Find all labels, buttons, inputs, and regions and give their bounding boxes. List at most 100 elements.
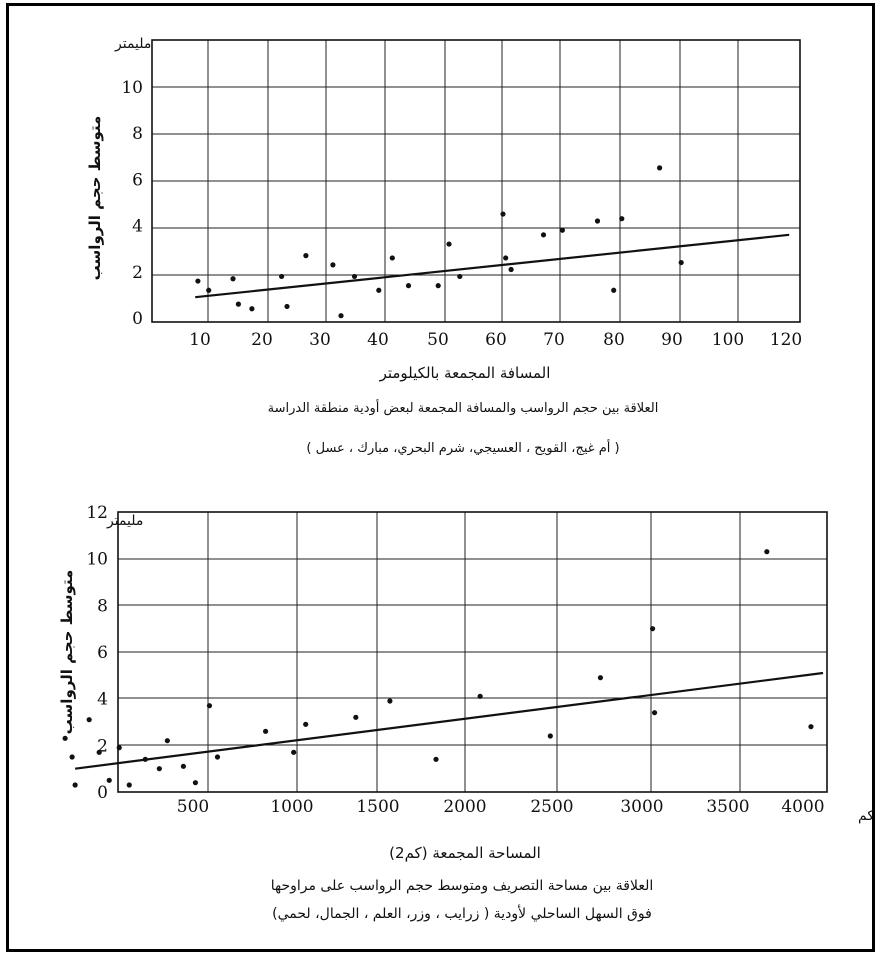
chart1-data-point	[559, 227, 566, 233]
chart2-data-point	[547, 733, 553, 739]
chart2-data-point	[764, 549, 770, 555]
chart2-data-point	[206, 703, 213, 709]
chart2-x-tick-label: 3000	[620, 797, 663, 817]
chart2-x-unit-label: كم	[858, 808, 874, 824]
chart1-data-point	[500, 211, 506, 217]
chart1-data-point	[508, 266, 514, 273]
chart1-data-point	[376, 287, 382, 293]
chart2-data-point	[433, 756, 439, 762]
chart1-y-tick-label: 0	[132, 309, 143, 329]
chart2-data-point	[86, 717, 92, 723]
chart1-data-point	[249, 306, 255, 312]
chart1-y-tick-label: 4	[132, 217, 143, 237]
chart2-data-point	[142, 756, 148, 762]
chart1-plot: 0 2 4 6 8 10 10 20 30 40 50 60 70 80 90 100 120	[121, 39, 802, 350]
chart2-data-point	[649, 626, 656, 632]
chart1-data-point	[619, 216, 625, 222]
chart1-data-point	[195, 278, 201, 284]
chart1-data-point	[657, 165, 663, 171]
chart2-plot-frame	[117, 511, 828, 793]
chart1-caption-line1: العلاقة بين حجم الرواسب والمسافة المجمعة…	[268, 399, 659, 416]
chart1-y-tick-label: 2	[132, 263, 143, 283]
chart2-data-point	[192, 780, 199, 786]
chart2-data-point	[116, 745, 122, 751]
chart1-x-tick-label: 40	[367, 330, 389, 350]
chart2-y-tick-label: 12	[86, 503, 108, 523]
chart1-y-tick-label: 8	[132, 124, 143, 144]
chart2: مليمتر متوسط حجم الرواسب كم المساحة المج…	[58, 513, 874, 922]
chart2-unit-label: مليمتر	[106, 513, 143, 529]
chart2-y-tick-label: 8	[97, 596, 108, 616]
chart1-data-point	[540, 232, 547, 238]
chart1-data-point	[279, 273, 285, 280]
chart1: مليمتر متوسط حجم الرواسب المسافة المجمعة…	[86, 36, 658, 456]
chart1-y-axis-title: متوسط حجم الرواسب	[86, 116, 104, 281]
chart2-data-point	[62, 735, 68, 741]
chart1-data-point	[435, 283, 441, 289]
chart2-x-tick-label: 2000	[443, 797, 486, 817]
chart1-data-point	[351, 273, 358, 280]
chart2-x-tick-label: 500	[177, 797, 209, 817]
chart1-x-tick-label: 30	[309, 330, 331, 350]
chart1-x-tick-label: 120	[770, 330, 802, 350]
chart2-y-tick-label: 0	[97, 783, 108, 803]
chart1-data-point	[446, 241, 452, 247]
chart2-y-tick-label: 2	[97, 736, 108, 756]
chart1-data-point	[235, 301, 241, 307]
chart1-data-point	[594, 218, 601, 224]
chart2-x-tick-label: 3500	[706, 797, 749, 817]
chart2-data-point	[164, 738, 170, 744]
chart2-plot: 0 2 4 6 8 10 12 500 1000 1500 2000 2500 3000 3500 4000	[62, 503, 828, 817]
chart1-data-point	[230, 276, 236, 282]
chart2-data-point	[651, 710, 658, 716]
chart1-caption-line2: ( أم غيج، القويح ، العسيجي، شرم البحري، …	[306, 439, 619, 456]
chart2-data-point	[69, 754, 75, 760]
chart2-data-point	[303, 721, 309, 727]
chart2-data-point	[156, 766, 162, 772]
chart2-data-point	[291, 749, 297, 755]
chart1-x-tick-label: 60	[485, 330, 507, 350]
chart2-trend-line	[74, 671, 824, 770]
chart1-trend-line	[195, 233, 790, 299]
chart1-x-tick-label: 90	[661, 330, 683, 350]
chart2-data-point	[180, 763, 186, 769]
chart1-data-point	[389, 255, 395, 261]
chart2-x-tick-label: 4000	[781, 797, 824, 817]
chart1-unit-label: مليمتر	[114, 36, 151, 52]
chart2-caption-line2: فوق السهل الساحلي لأودية ( زرايب ، وزر، …	[272, 904, 652, 922]
chart2-data-point	[96, 749, 102, 755]
chart2-y-axis-title: متوسط حجم الرواسب	[58, 570, 76, 735]
chart1-data-point	[405, 283, 412, 289]
chart1-data-point	[330, 262, 336, 268]
chart2-x-tick-label: 1000	[270, 797, 313, 817]
chart1-data-point	[303, 253, 309, 259]
chart1-plot-frame	[151, 39, 801, 323]
chart2-data-point	[214, 754, 221, 760]
chart2-data-point	[477, 693, 483, 699]
figure-frame	[6, 3, 875, 952]
chart2-data-point	[72, 782, 78, 788]
chart2-y-tick-label: 4	[97, 690, 108, 710]
chart2-x-tick-label: 1500	[356, 797, 399, 817]
chart1-x-tick-label: 20	[251, 330, 273, 350]
chart2-data-point	[353, 714, 359, 720]
chart2-data-point	[106, 777, 112, 783]
chart2-data-point	[387, 698, 393, 704]
chart1-data-point	[503, 255, 509, 261]
chart1-data-point	[284, 303, 290, 310]
chart2-data-point	[263, 728, 269, 734]
chart1-y-tick-label: 6	[132, 170, 143, 190]
chart2-x-tick-label: 2500	[530, 797, 573, 817]
chart2-x-axis-title: المساحة المجمعة (كم2)	[389, 844, 541, 862]
chart1-x-tick-label: 80	[603, 330, 625, 350]
chart1-data-point	[678, 259, 684, 266]
chart1-data-point	[457, 273, 463, 280]
chart2-caption-line1: العلاقة بين مساحة التصريف ومتوسط حجم الر…	[271, 878, 654, 894]
chart2-data-point	[126, 782, 132, 788]
chart2-y-tick-label: 6	[97, 643, 108, 663]
chart1-x-tick-label: 100	[712, 330, 744, 350]
chart1-data-point	[338, 313, 344, 319]
chart1-data-point	[206, 287, 212, 293]
chart1-data-point	[611, 287, 617, 293]
